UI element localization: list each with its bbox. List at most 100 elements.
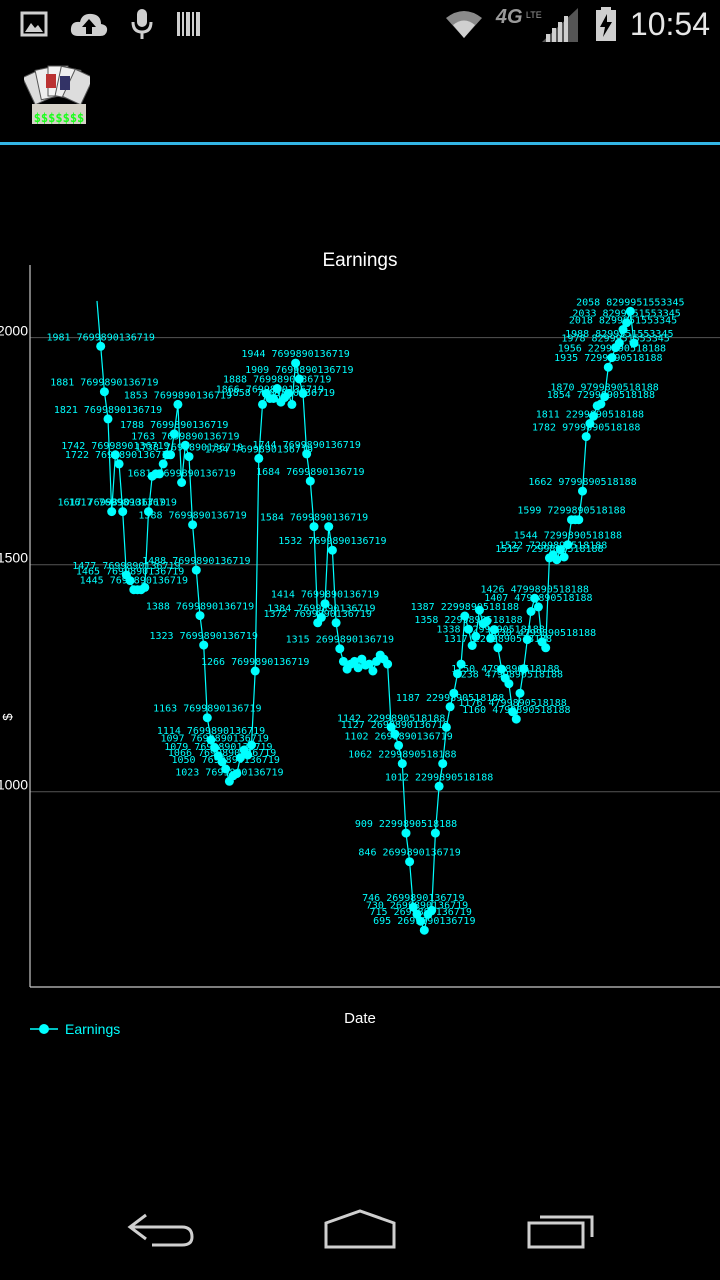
data-point xyxy=(353,663,363,673)
data-point xyxy=(578,486,587,496)
data-label: 1854 7299890518188 xyxy=(547,390,655,401)
home-icon[interactable] xyxy=(322,1207,398,1251)
data-point xyxy=(416,916,426,926)
legend: Earnings xyxy=(30,1021,120,1037)
data-point xyxy=(202,713,212,723)
chart-title: Earnings xyxy=(323,250,398,271)
data-point xyxy=(581,432,591,442)
data-point xyxy=(166,450,176,460)
data-labels: 1981 7699890136719 1881 7699890136719 1821… xyxy=(47,297,685,927)
data-point xyxy=(504,679,514,689)
data-point xyxy=(338,656,348,666)
data-label: 1956 2299890518188 xyxy=(558,344,666,355)
data-point xyxy=(563,540,573,550)
data-label: 1617 7699890136719 xyxy=(58,498,166,509)
mic-icon xyxy=(131,9,153,39)
data-point xyxy=(434,781,444,791)
data-point xyxy=(258,399,267,409)
data-point xyxy=(460,611,470,621)
data-point xyxy=(107,507,117,517)
data-label: 1388 7699890136719 xyxy=(146,602,254,613)
back-icon[interactable] xyxy=(124,1207,196,1251)
network-type: 4G xyxy=(495,6,523,28)
navigation-bar xyxy=(0,1185,720,1280)
grid xyxy=(30,337,720,793)
data-label: 1338 2299890518188 xyxy=(436,624,544,635)
data-point xyxy=(195,611,205,621)
data-label: 1266 7699890136719 xyxy=(201,657,309,668)
data-label: 1127 2699890136719 xyxy=(341,720,449,731)
data-label: 1176 4799890518188 xyxy=(458,698,566,709)
data-point xyxy=(482,616,492,626)
y-tick-label: 1500 xyxy=(0,550,28,566)
legend-label: Earnings xyxy=(65,1021,120,1037)
data-label: 2058 8299951553345 xyxy=(576,297,684,308)
notification-icons xyxy=(20,8,202,40)
data-point xyxy=(555,545,565,555)
data-point xyxy=(522,635,532,645)
data-label: 1407 4799890518188 xyxy=(484,593,592,604)
data-point xyxy=(471,631,481,641)
data-point xyxy=(511,714,521,724)
data-point xyxy=(291,358,301,368)
data-point xyxy=(541,643,551,653)
data-point xyxy=(169,429,179,439)
data-point xyxy=(467,641,477,650)
data-label: 1522 7299890518188 xyxy=(499,541,607,552)
data-point xyxy=(180,440,190,450)
data-label: 1544 7299890518188 xyxy=(514,531,622,542)
cellular-network: 4G LTE xyxy=(496,4,582,44)
data-point xyxy=(559,552,569,562)
data-point xyxy=(250,666,260,676)
data-point xyxy=(526,607,536,616)
data-label: 2033 8299951553345 xyxy=(572,309,680,320)
data-label: 1870 9799890518188 xyxy=(550,383,658,394)
data-point xyxy=(408,902,418,912)
data-label: 1744 7699890136719 xyxy=(253,440,361,451)
data-point xyxy=(603,362,613,372)
data-point xyxy=(206,735,216,745)
data-point xyxy=(247,740,256,750)
y-axis-label: $ xyxy=(0,713,15,721)
data-label: 1738 7699890136719 xyxy=(135,443,243,454)
data-point xyxy=(390,729,400,739)
data-point xyxy=(210,743,220,753)
data-point xyxy=(533,602,543,612)
data-label: 1881 7699890136719 xyxy=(50,378,158,389)
data-point xyxy=(489,625,499,635)
data-label: 1330 4799890518188 xyxy=(488,628,596,639)
cloud-upload-icon xyxy=(70,13,108,36)
data-point xyxy=(309,522,319,532)
data-point xyxy=(464,624,473,634)
data-label: 1097 7699890136719 xyxy=(161,734,269,745)
legend-marker xyxy=(39,1024,49,1034)
data-point xyxy=(324,522,334,532)
battery-charging-icon xyxy=(595,7,616,41)
data-point xyxy=(298,389,308,398)
data-point xyxy=(368,666,378,676)
data-point xyxy=(552,555,562,565)
x-axis-label: Date xyxy=(344,1010,376,1027)
data-label: 1315 2699890136719 xyxy=(286,635,394,646)
data-point xyxy=(449,688,459,698)
data-label: 1358 2299890518188 xyxy=(414,615,522,626)
data-point xyxy=(585,419,595,428)
data-point xyxy=(269,394,278,403)
data-point xyxy=(596,399,606,409)
data-point xyxy=(184,452,194,462)
recent-apps-icon[interactable] xyxy=(526,1207,598,1251)
app-icon-text: $$$$$$$ xyxy=(34,111,85,125)
data-label: 1079 7699890136719 xyxy=(164,742,272,753)
data-point xyxy=(320,599,330,609)
poker-cards-icon[interactable]: $$$$$$$ xyxy=(21,64,95,130)
data-label: 695 2699890136719 xyxy=(373,916,475,927)
earnings-chart: 1000 1500 2000 Earnings Date $ 1981 769989… xyxy=(0,145,720,1185)
data-label: 1114 7699890136719 xyxy=(157,726,265,737)
data-label: 1445 7699890136719 xyxy=(80,576,188,587)
data-label: 1821 7699890136719 xyxy=(54,405,162,416)
data-point xyxy=(530,593,540,603)
data-point xyxy=(199,640,209,650)
data-point xyxy=(287,399,297,409)
data-label: 1811 2299890518188 xyxy=(536,410,644,421)
data-point xyxy=(327,545,337,555)
